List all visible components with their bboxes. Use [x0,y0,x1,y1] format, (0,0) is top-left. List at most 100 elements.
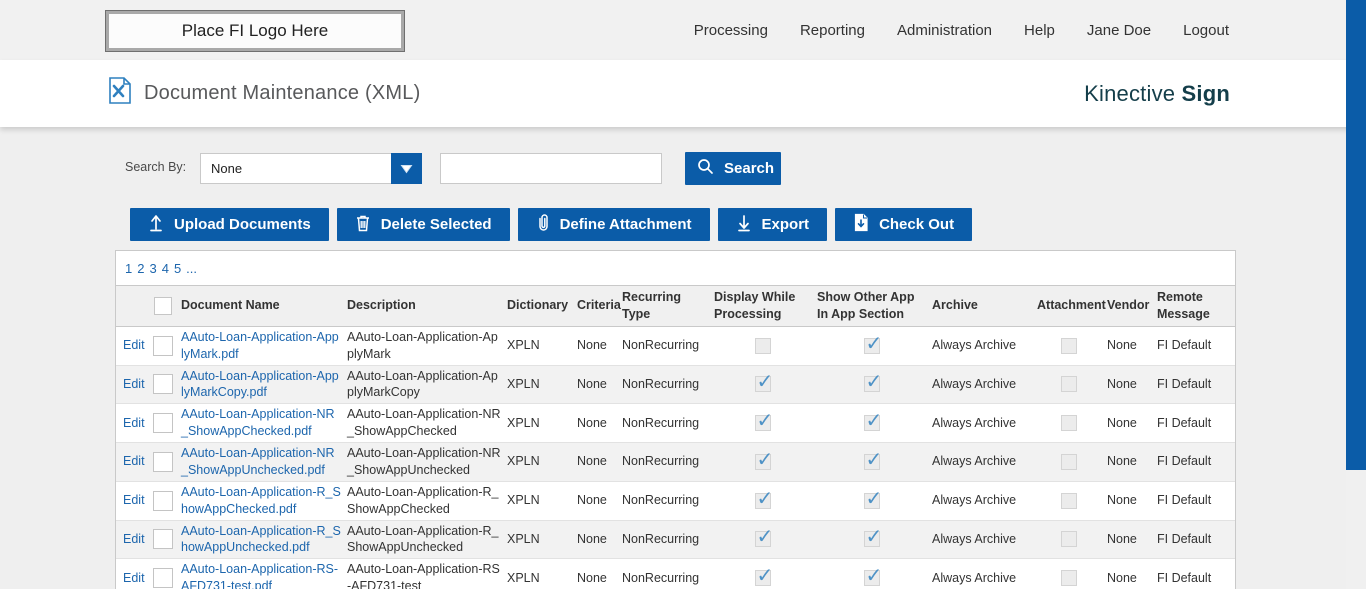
col-description: Description [347,298,416,313]
vendor-cell: None [1107,338,1137,353]
document-name-link[interactable]: AAuto-Loan-Application-R_ShowAppUnchecke… [181,523,341,555]
search-row: Search By: None Search [0,152,1366,185]
vendor-cell: None [1107,493,1137,508]
edit-link[interactable]: Edit [123,570,145,585]
search-by-selected-value: None [211,161,243,176]
archive-cell: Always Archive [932,338,1017,353]
vendor-cell: None [1107,454,1137,469]
document-name-link[interactable]: AAuto-Loan-Application-NR_ShowAppUncheck… [181,446,335,477]
document-name-link[interactable]: AAuto-Loan-Application-ApplyMark.pdf [181,329,339,361]
dictionary-cell: XPLN [507,493,540,508]
nav-user-jane-doe[interactable]: Jane Doe [1086,21,1152,39]
page-link-2[interactable]: 2 [137,260,145,276]
remote-message-cell: FI Default [1157,376,1212,391]
row-checkbox[interactable] [152,490,173,511]
edit-link[interactable]: Edit [123,338,145,353]
archive-cell: Always Archive [932,376,1017,391]
brand-name-bold: Sign [1181,80,1230,106]
recurring-type-cell: NonRecurring [622,454,700,469]
row-checkbox[interactable] [152,374,173,395]
dictionary-cell: XPLN [507,338,540,353]
search-icon [697,158,714,179]
select-all-checkbox[interactable] [153,296,172,315]
display-while-processing-checkbox [754,337,771,354]
upload-documents-label: Upload Documents [174,216,311,233]
row-checkbox[interactable] [152,568,173,589]
remote-message-cell: FI Default [1157,493,1212,508]
select-dropdown-arrow-icon[interactable] [391,153,422,184]
display-while-processing-checkbox [754,369,773,396]
display-while-processing-checkbox [754,486,773,513]
page-link-1[interactable]: 1 [125,260,133,276]
upload-documents-button[interactable]: Upload Documents [130,208,329,241]
description-cell: AAuto-Loan-Application-R_ShowAppChecked [347,484,499,516]
page-link-4[interactable]: 4 [161,260,169,276]
recurring-type-cell: NonRecurring [622,531,700,546]
row-checkbox[interactable] [152,335,173,356]
col-archive: Archive [932,298,978,313]
row-checkbox[interactable] [152,529,173,550]
archive-cell: Always Archive [932,531,1017,546]
nav-administration[interactable]: Administration [896,21,993,39]
archive-cell: Always Archive [932,415,1017,430]
search-input[interactable] [440,153,662,184]
nav-help[interactable]: Help [1024,21,1055,39]
page-link-5[interactable]: 5 [173,260,182,276]
document-name-link[interactable]: AAuto-Loan-Application-ApplyMarkCopy.pdf [181,368,339,400]
criteria-cell: None [577,376,607,391]
export-button[interactable]: Export [717,208,828,241]
nav-reporting[interactable]: Reporting [799,21,865,39]
export-label: Export [761,216,810,233]
recurring-type-cell: NonRecurring [622,493,700,508]
check-out-button[interactable]: Check Out [835,208,973,241]
documents-table: 1 2 3 4 5 ... Document Name Description … [115,250,1236,589]
delete-selected-button[interactable]: Delete Selected [336,208,510,241]
table-row: Edit AAuto-Loan-Application-NR_ShowAppCh… [116,404,1235,443]
row-checkbox[interactable] [152,413,173,434]
paperclip-icon [536,213,550,236]
scrollbar-thumb[interactable] [1346,0,1366,470]
vendor-cell: None [1107,415,1137,430]
show-other-app-checkbox [863,486,882,513]
vendor-cell: None [1107,531,1137,546]
search-button[interactable]: Search [685,152,781,185]
recurring-type-cell: NonRecurring [622,570,700,585]
edit-link[interactable]: Edit [123,376,145,391]
table-row: Edit AAuto-Loan-Application-R_ShowAppUnc… [116,520,1235,560]
page-scrollbar[interactable] [1346,0,1366,589]
edit-link[interactable]: Edit [123,454,145,469]
page-link-3[interactable]: 3 [149,260,157,276]
search-by-select[interactable]: None [200,153,422,184]
col-vendor: Vendor [1107,298,1150,313]
description-cell: AAuto-Loan-Application-NR_ShowAppChecked [347,407,501,439]
document-name-link[interactable]: AAuto-Loan-Application-NR_ShowAppChecked… [181,407,335,439]
col-display-while-processing: Display While Processing [714,290,796,321]
page-link-more[interactable]: ... [186,260,198,276]
criteria-cell: None [577,531,607,546]
page-title: Document Maintenance (XML) [144,82,421,104]
nav-logout[interactable]: Logout [1183,21,1229,39]
display-while-processing-checkbox [754,563,773,589]
description-cell: AAuto-Loan-Application-RS-AFD731-test [347,562,500,589]
description-cell: AAuto-Loan-Application-NR_ShowAppUncheck… [347,446,501,477]
col-show-other-app: Show Other App In App Section [817,290,915,321]
edit-link[interactable]: Edit [123,531,145,546]
top-header: Place FI Logo Here Processing Reporting … [0,0,1366,60]
attachment-checkbox [1061,453,1077,470]
col-criteria: Criteria [577,298,621,313]
edit-link[interactable]: Edit [123,415,145,430]
attachment-checkbox [1061,415,1077,432]
brand-name-normal: Kinective [1084,80,1176,106]
pagination: 1 2 3 4 5 ... [116,251,1235,285]
col-attachment: Attachment [1037,298,1106,313]
table-row: Edit AAuto-Loan-Application-R_ShowAppChe… [116,481,1235,521]
edit-link[interactable]: Edit [123,493,145,508]
dictionary-cell: XPLN [507,415,540,430]
row-checkbox[interactable] [152,451,173,472]
table-header-row: Document Name Description Dictionary Cri… [116,285,1235,327]
document-name-link[interactable]: AAuto-Loan-Application-RS-AFD731-test.pd… [181,562,339,589]
nav-processing[interactable]: Processing [693,21,768,39]
document-name-link[interactable]: AAuto-Loan-Application-R_ShowAppChecked.… [181,484,341,516]
show-other-app-checkbox [863,408,882,435]
define-attachment-button[interactable]: Define Attachment [517,208,710,241]
